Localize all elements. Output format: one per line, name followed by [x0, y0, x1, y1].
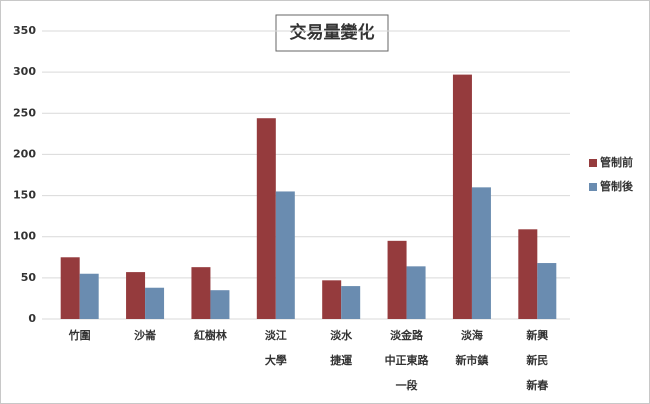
- x-tick-label: 中正東路: [385, 353, 430, 367]
- y-tick-label: 250: [13, 106, 36, 119]
- bar: [322, 280, 342, 319]
- x-tick-label: 淡海: [461, 328, 483, 342]
- bar: [341, 286, 361, 319]
- bar: [60, 257, 80, 319]
- x-tick-label: 沙崙: [134, 328, 157, 342]
- y-tick-label: 300: [13, 65, 36, 78]
- legend-swatch: [589, 159, 597, 167]
- x-tick-label: 淡水: [330, 328, 353, 342]
- y-tick-label: 50: [21, 271, 37, 284]
- x-tick-label: 淡江: [265, 328, 287, 342]
- x-tick-label: 捷運: [330, 353, 353, 367]
- bar: [452, 74, 472, 320]
- bar: [518, 229, 538, 319]
- bar: [126, 272, 146, 319]
- legend-swatch: [589, 183, 597, 191]
- x-tick-label: 新市鎮: [455, 353, 488, 367]
- x-tick-label: 竹圍: [68, 328, 91, 342]
- legend-label: 管制前: [600, 155, 633, 169]
- chart-title: 交易量變化: [290, 22, 375, 43]
- bar: [256, 118, 276, 319]
- y-tick-label: 0: [28, 312, 36, 325]
- bar: [79, 273, 99, 319]
- legend-label: 管制後: [600, 179, 634, 193]
- x-tick-label: 新興: [526, 328, 548, 342]
- bar: [210, 290, 230, 319]
- x-tick-label: 新民: [526, 353, 548, 367]
- bar: [537, 263, 557, 319]
- y-tick-label: 150: [13, 189, 36, 202]
- x-tick-label: 新春: [526, 378, 549, 392]
- bar: [145, 287, 165, 319]
- y-tick-label: 100: [13, 230, 36, 243]
- bar: [471, 187, 491, 319]
- x-tick-label: 紅樹林: [194, 328, 227, 342]
- bar: [387, 240, 407, 319]
- bar: [275, 191, 295, 319]
- bar: [406, 266, 426, 319]
- y-tick-label: 200: [13, 147, 36, 160]
- x-tick-label: 大學: [265, 353, 287, 367]
- title-box: [275, 14, 389, 52]
- bar: [191, 267, 211, 319]
- x-tick-label: 一段: [396, 378, 418, 392]
- y-tick-label: 350: [13, 24, 36, 37]
- x-tick-label: 淡金路: [390, 328, 424, 342]
